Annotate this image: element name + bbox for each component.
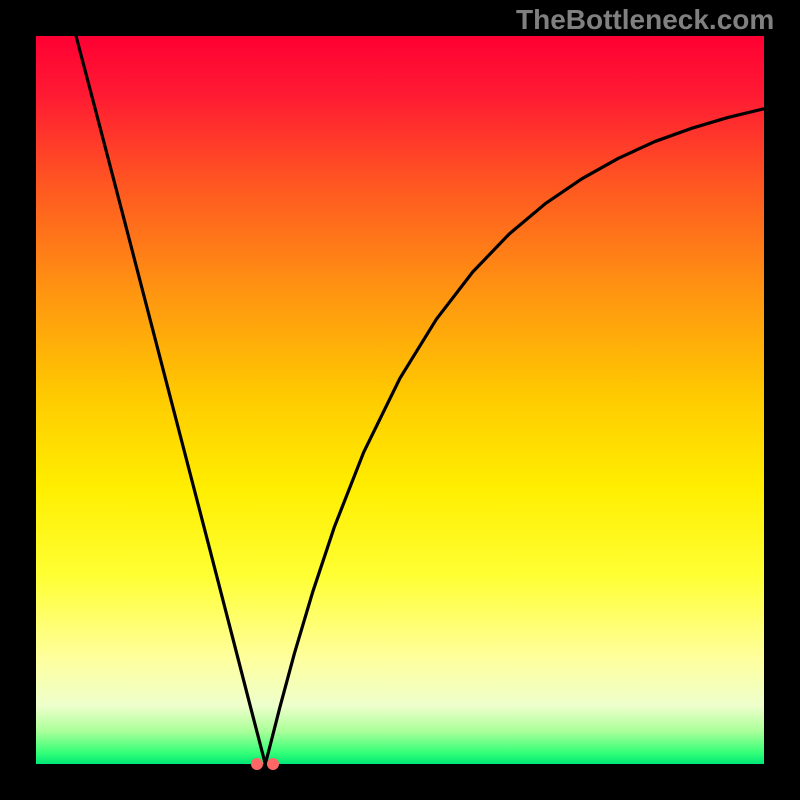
optimal-marker-0 xyxy=(251,758,263,770)
chart-plot-area xyxy=(36,36,764,764)
chart-svg xyxy=(36,36,764,764)
watermark-text: TheBottleneck.com xyxy=(516,4,774,36)
optimal-marker-1 xyxy=(267,758,279,770)
gradient-background xyxy=(36,36,764,764)
